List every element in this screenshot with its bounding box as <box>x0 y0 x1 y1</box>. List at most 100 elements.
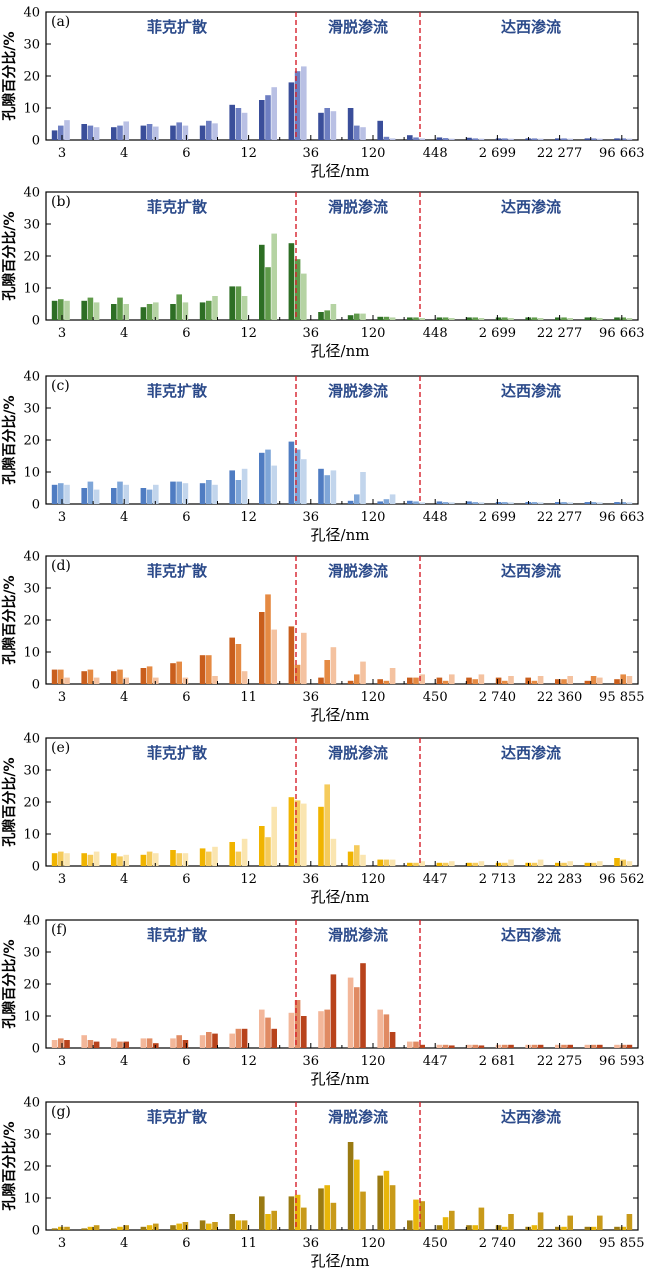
bar <box>81 1228 87 1230</box>
bar <box>271 1028 277 1048</box>
bar <box>508 1214 514 1230</box>
bar <box>146 666 153 684</box>
y-tick-label: 30 <box>23 764 40 779</box>
panel-label: (b) <box>51 194 71 210</box>
bar <box>271 233 277 320</box>
bar <box>478 138 485 140</box>
bar <box>235 480 242 504</box>
bar <box>383 1014 390 1048</box>
bar <box>182 1222 189 1230</box>
bar <box>58 125 64 140</box>
x-tick-label: 36 <box>303 1236 320 1251</box>
bar <box>561 317 567 320</box>
bar <box>360 472 366 504</box>
bar <box>508 676 514 684</box>
x-tick-label: 120 <box>361 1236 386 1251</box>
bar <box>140 125 147 140</box>
y-tick-label: 30 <box>23 218 40 233</box>
y-tick-label: 40 <box>23 370 40 385</box>
bar <box>478 1207 485 1230</box>
bar <box>584 138 591 140</box>
y-tick-label: 40 <box>23 6 40 21</box>
bar <box>502 138 508 140</box>
bar <box>347 1142 354 1230</box>
bar <box>229 1033 235 1048</box>
bar <box>466 501 472 504</box>
bar <box>466 1225 472 1230</box>
bar <box>199 655 206 684</box>
bar <box>495 677 502 684</box>
bar <box>241 112 248 140</box>
bar <box>531 502 538 504</box>
bar-series <box>51 66 633 140</box>
bar <box>472 138 478 140</box>
x-tick-label: 447 <box>423 872 448 887</box>
bar <box>324 475 330 504</box>
x-axis-title: 孔径/nm <box>311 1070 370 1088</box>
bar <box>495 1225 502 1230</box>
region-label: 达西渗流 <box>501 1108 561 1126</box>
bar <box>241 1028 248 1048</box>
bar <box>58 299 64 320</box>
x-tick-label: 96 562 <box>599 872 645 887</box>
bar <box>182 1040 189 1048</box>
y-tick-label: 10 <box>23 282 40 297</box>
bar <box>235 1028 242 1048</box>
bar <box>301 1016 307 1048</box>
bar <box>508 138 514 140</box>
bar <box>567 676 573 684</box>
bar <box>472 502 478 504</box>
bar <box>419 138 425 140</box>
bar <box>472 862 478 866</box>
bar <box>170 1038 176 1048</box>
bar <box>466 317 472 320</box>
bar <box>508 318 514 320</box>
bar <box>199 483 206 504</box>
bar <box>301 632 307 684</box>
bar <box>330 647 337 684</box>
y-tick-label: 30 <box>23 1128 40 1143</box>
bar <box>294 259 301 320</box>
bar <box>93 851 100 866</box>
bar <box>123 121 129 140</box>
bar <box>324 108 330 140</box>
bar <box>271 629 277 684</box>
y-tick-label: 40 <box>23 550 40 565</box>
x-tick-label: 36 <box>303 510 320 525</box>
bar <box>347 315 354 320</box>
bar <box>555 862 561 866</box>
x-tick-label: 2 740 <box>479 1236 516 1251</box>
bar <box>436 677 443 684</box>
bar <box>360 1191 366 1230</box>
bar <box>442 680 449 684</box>
region-label: 滑脱渗流 <box>328 926 388 944</box>
bar <box>271 1210 277 1230</box>
bar <box>419 674 425 684</box>
x-tick-label: 12 <box>240 1054 257 1069</box>
y-tick-label: 20 <box>23 250 40 265</box>
bar <box>87 1040 94 1048</box>
bar <box>614 858 620 866</box>
bar <box>495 862 502 866</box>
x-tick-label: 11 <box>240 1236 257 1251</box>
bar <box>555 317 561 320</box>
bar <box>182 483 189 504</box>
bar <box>265 449 271 504</box>
bar <box>360 127 366 140</box>
bar <box>419 1201 425 1230</box>
chart-panel: 0 10 20 30 40 3 4 6 12 36 120 448 2 699 22 277 96 663 孔… <box>1 186 645 361</box>
y-tick-label: 20 <box>23 70 40 85</box>
bar <box>271 465 277 504</box>
bar <box>413 862 419 866</box>
bar <box>330 304 337 320</box>
x-tick-label: 6 <box>182 510 190 525</box>
bar <box>146 1225 153 1230</box>
region-label: 达西渗流 <box>501 562 561 580</box>
bar <box>383 136 390 140</box>
y-tick-label: 20 <box>23 796 40 811</box>
bar <box>413 1041 419 1048</box>
y-tick-label: 10 <box>23 1192 40 1207</box>
bar <box>377 679 383 684</box>
bar <box>614 1044 620 1048</box>
region-label: 菲克扩散 <box>147 926 208 944</box>
